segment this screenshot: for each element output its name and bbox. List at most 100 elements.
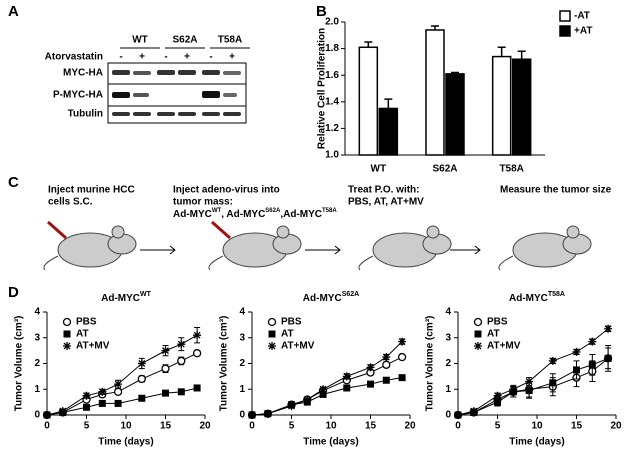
- step-text: Inject murine HCC: [48, 185, 135, 196]
- x-tick-label: 10: [531, 421, 543, 432]
- point: [82, 391, 91, 400]
- x-tick-label: 5: [84, 421, 90, 432]
- point: [98, 399, 106, 407]
- y-tick-label: 1.6: [325, 70, 339, 81]
- title-base: Ad-MYC: [303, 293, 342, 304]
- chart-title: Ad-MYCS62A: [303, 291, 359, 304]
- point: [193, 384, 201, 392]
- title-sup: T58A: [548, 291, 565, 298]
- legend-marker: [62, 317, 72, 327]
- point: [248, 411, 256, 419]
- error-bar: [431, 25, 439, 30]
- point: [287, 401, 296, 410]
- point: [114, 380, 123, 389]
- y-axis-label: Relative Cell Proliferation: [317, 28, 328, 149]
- point: [588, 361, 596, 369]
- point: [319, 385, 328, 394]
- point: [573, 366, 580, 374]
- legend-marker: [268, 342, 276, 350]
- point: [572, 347, 581, 356]
- y-tick-label: 1: [34, 384, 40, 395]
- bar: [358, 46, 379, 156]
- point: [604, 324, 613, 333]
- row-label: P-MYC-HA: [53, 90, 103, 101]
- point: [398, 337, 407, 346]
- legend-label: AT+MV: [487, 341, 521, 352]
- point: [342, 372, 351, 381]
- error-bar: [451, 71, 459, 74]
- error-bar: [384, 98, 393, 109]
- legend-label: AT: [487, 329, 500, 340]
- title-base: Ad-MYC: [509, 293, 548, 304]
- x-tick-label: S62A: [432, 164, 457, 175]
- point: [113, 387, 123, 396]
- x-tick-label: 5: [495, 421, 501, 432]
- y-tick-label: 3: [34, 332, 40, 343]
- series-line: [251, 341, 403, 416]
- construct-sup: S62A: [265, 208, 281, 214]
- point: [177, 388, 185, 396]
- point: [493, 391, 502, 400]
- point: [43, 411, 51, 419]
- point: [367, 380, 374, 388]
- construct-sup: T58A: [322, 208, 337, 214]
- y-tick-label: 0: [34, 410, 40, 421]
- legend-swatch: [559, 25, 571, 37]
- y-tick-label: 4: [34, 307, 40, 318]
- y-tick-label: 4: [239, 307, 245, 318]
- x-tick-label: 0: [455, 421, 461, 432]
- legend-label: AT: [76, 329, 89, 340]
- point: [303, 395, 312, 404]
- y-tick-label: 2.0: [325, 17, 339, 28]
- step-text: Inject adeno-virus into: [173, 185, 280, 196]
- legend-marker: [267, 317, 277, 327]
- y-tick-label: 1.4: [325, 96, 339, 107]
- series-line: [457, 328, 609, 416]
- legend-marker: [474, 342, 482, 350]
- point: [83, 403, 90, 411]
- row-label: MYC-HA: [63, 68, 103, 79]
- bar: [425, 29, 445, 156]
- point: [382, 360, 391, 369]
- y-tick-label: 0: [445, 410, 451, 421]
- mice-diagram: [43, 220, 592, 271]
- point: [161, 346, 170, 355]
- point: [177, 356, 186, 366]
- group-label: S62A: [172, 35, 197, 46]
- lane-label: -: [209, 52, 212, 63]
- point: [588, 337, 597, 346]
- point: [525, 387, 533, 395]
- y-tick-label: 3: [445, 332, 451, 343]
- lane-label: +: [229, 52, 235, 63]
- construct-sep: ,: [280, 209, 283, 220]
- bar: [445, 73, 465, 156]
- error-bar: [364, 41, 373, 48]
- legend-label: PBS: [487, 317, 508, 328]
- x-tick-label: WT: [371, 164, 387, 175]
- step-text: PBS, AT, AT+MV: [348, 197, 424, 208]
- construct-sup: WT: [212, 208, 222, 214]
- group-label: WT: [132, 35, 148, 46]
- lane-label: +: [184, 52, 190, 63]
- point: [177, 340, 186, 349]
- x-tick-label: 20: [199, 421, 211, 432]
- title-base: Ad-MYC: [101, 293, 140, 304]
- point: [604, 354, 612, 362]
- treatment-label: Atorvastatin: [45, 52, 103, 63]
- legend-label: -AT: [574, 11, 590, 22]
- y-tick-label: 0: [239, 410, 245, 421]
- point: [137, 374, 146, 384]
- lane-label: +: [139, 52, 145, 63]
- point: [549, 379, 557, 387]
- construct-base: Ad-MYC: [173, 209, 212, 220]
- legend-marker: [474, 330, 482, 338]
- x-tick-label: 15: [160, 421, 172, 432]
- point: [469, 407, 478, 416]
- row-label: Tubulin: [68, 109, 103, 120]
- legend-marker: [63, 330, 71, 338]
- legend-marker: [63, 342, 71, 350]
- step-text: Treat P.O. with:: [348, 185, 420, 196]
- x-tick-label: 0: [44, 421, 50, 432]
- step-constructs: Ad-MYCWT, Ad-MYCS62A,Ad-MYCT58A: [173, 208, 337, 220]
- y-tick-label: 3: [239, 332, 245, 343]
